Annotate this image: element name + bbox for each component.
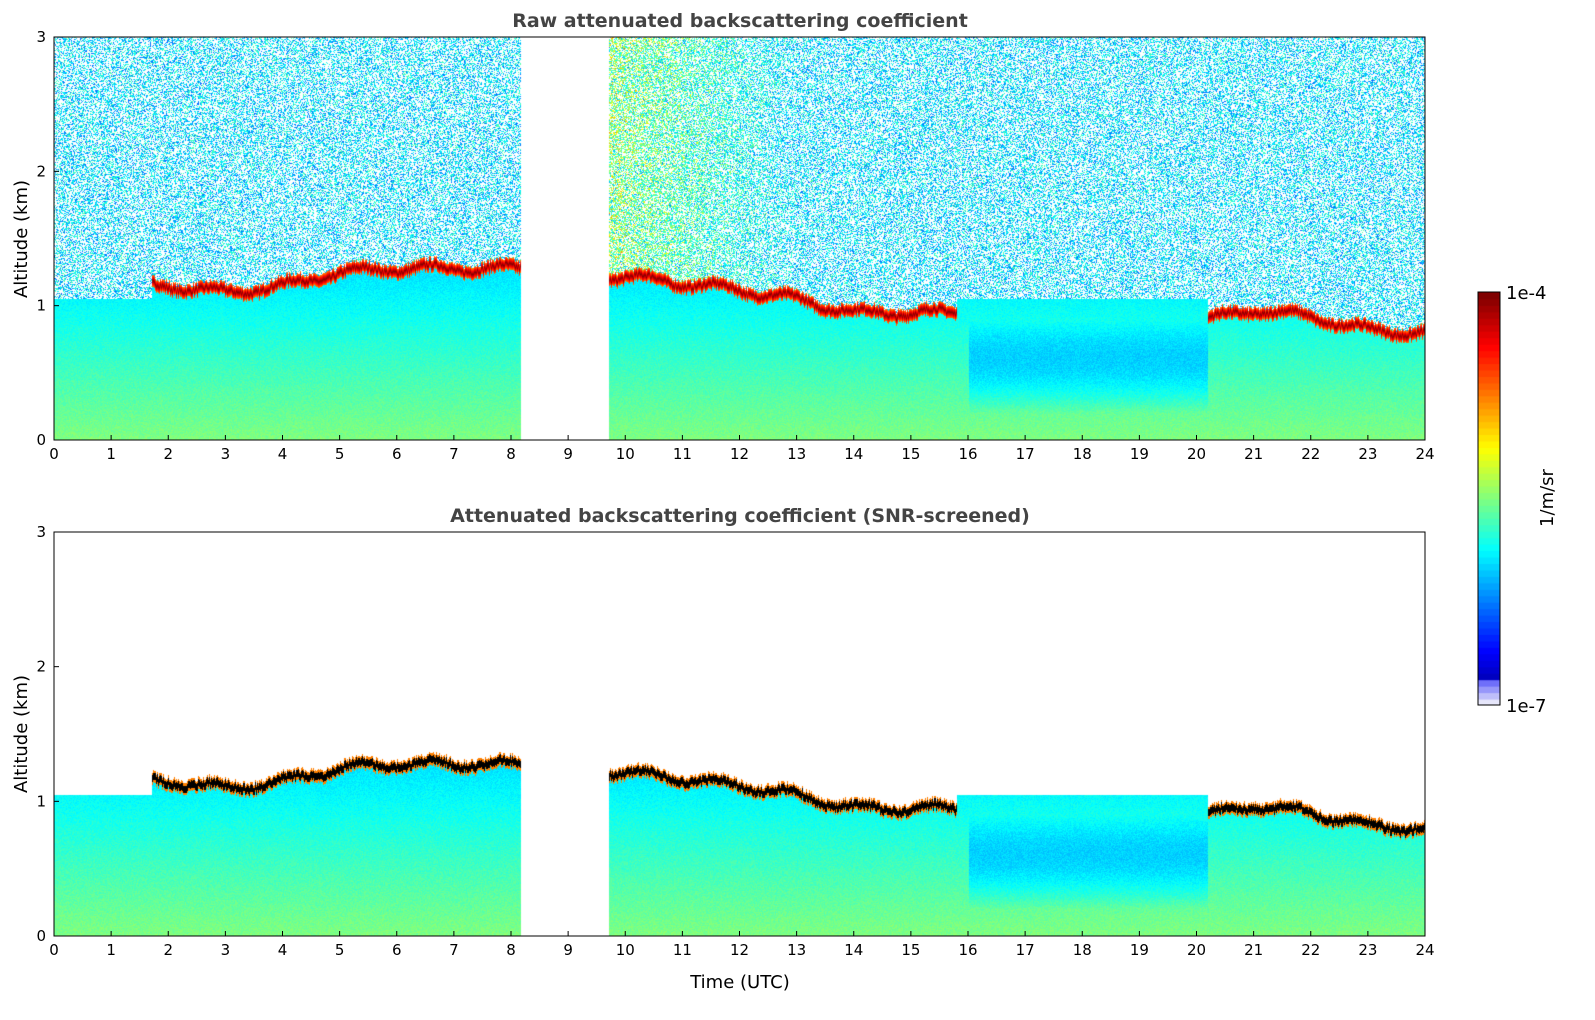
screened-backscatter-heatmap bbox=[54, 532, 1425, 936]
x-tick-label: 19 bbox=[1130, 941, 1149, 959]
plot-frame bbox=[53, 36, 1426, 441]
colorbar bbox=[1478, 292, 1500, 705]
x-axis-label: Time (UTC) bbox=[689, 972, 790, 993]
y-tick-label: 0 bbox=[36, 927, 46, 945]
x-tick-label: 8 bbox=[506, 445, 516, 463]
x-tick-label: 1 bbox=[106, 941, 116, 959]
x-tick-label: 2 bbox=[163, 941, 173, 959]
x-tick-label: 24 bbox=[1415, 445, 1434, 463]
x-tick-label: 5 bbox=[335, 445, 345, 463]
x-tick-label: 13 bbox=[787, 445, 806, 463]
y-tick-label: 1 bbox=[36, 792, 46, 810]
y-tick-label: 2 bbox=[36, 162, 46, 180]
x-tick-label: 3 bbox=[221, 941, 231, 959]
x-tick-label: 3 bbox=[221, 445, 231, 463]
x-tick-label: 0 bbox=[49, 941, 59, 959]
x-tick-label: 5 bbox=[335, 941, 345, 959]
x-tick-label: 4 bbox=[278, 445, 288, 463]
colorbar-min-label: 1e-7 bbox=[1506, 696, 1546, 717]
x-tick-label: 6 bbox=[392, 445, 402, 463]
x-tick-label: 7 bbox=[449, 445, 459, 463]
x-tick-label: 19 bbox=[1130, 445, 1149, 463]
x-tick-label: 11 bbox=[673, 941, 692, 959]
x-tick-label: 10 bbox=[616, 445, 635, 463]
x-tick-label: 17 bbox=[1016, 941, 1035, 959]
x-tick-label: 8 bbox=[506, 941, 516, 959]
top-y-axis-label: Altitude (km) bbox=[11, 180, 32, 298]
plot-frame bbox=[53, 531, 1426, 937]
top-panel-title: Raw attenuated backscattering coefficien… bbox=[512, 10, 968, 32]
x-tick-label: 21 bbox=[1244, 445, 1263, 463]
x-tick-label: 1 bbox=[106, 445, 116, 463]
x-tick-label: 18 bbox=[1073, 941, 1092, 959]
x-tick-label: 10 bbox=[616, 941, 635, 959]
x-tick-label: 13 bbox=[787, 941, 806, 959]
x-tick-label: 6 bbox=[392, 941, 402, 959]
x-tick-label: 15 bbox=[901, 445, 920, 463]
x-tick-label: 15 bbox=[901, 941, 920, 959]
x-tick-label: 0 bbox=[49, 445, 59, 463]
x-tick-label: 17 bbox=[1016, 445, 1035, 463]
x-tick-label: 7 bbox=[449, 941, 459, 959]
x-tick-label: 2 bbox=[163, 445, 173, 463]
x-tick-label: 24 bbox=[1415, 941, 1434, 959]
y-tick-label: 0 bbox=[36, 431, 46, 449]
x-tick-label: 16 bbox=[958, 941, 977, 959]
colorbar-frame bbox=[1477, 291, 1501, 706]
x-tick-label: 12 bbox=[730, 445, 749, 463]
x-tick-label: 20 bbox=[1187, 941, 1206, 959]
bottom-y-axis-label: Altitude (km) bbox=[11, 675, 32, 793]
x-tick-label: 4 bbox=[278, 941, 288, 959]
x-tick-label: 16 bbox=[958, 445, 977, 463]
y-tick-label: 3 bbox=[36, 28, 46, 46]
x-tick-label: 11 bbox=[673, 445, 692, 463]
x-tick-label: 18 bbox=[1073, 445, 1092, 463]
x-tick-label: 12 bbox=[730, 941, 749, 959]
x-tick-label: 14 bbox=[844, 445, 863, 463]
x-tick-label: 23 bbox=[1358, 445, 1377, 463]
y-tick-label: 3 bbox=[36, 523, 46, 541]
bottom-panel-title: Attenuated backscattering coefficient (S… bbox=[450, 505, 1030, 527]
raw-backscatter-heatmap bbox=[54, 37, 1425, 440]
x-tick-label: 9 bbox=[563, 941, 573, 959]
x-tick-label: 14 bbox=[844, 941, 863, 959]
x-tick-label: 21 bbox=[1244, 941, 1263, 959]
x-tick-label: 22 bbox=[1301, 445, 1320, 463]
x-tick-label: 20 bbox=[1187, 445, 1206, 463]
colorbar-max-label: 1e-4 bbox=[1506, 283, 1546, 304]
colorbar-label: 1/m/sr bbox=[1537, 468, 1558, 526]
x-tick-label: 23 bbox=[1358, 941, 1377, 959]
y-tick-label: 2 bbox=[36, 658, 46, 676]
x-tick-label: 22 bbox=[1301, 941, 1320, 959]
x-tick-label: 9 bbox=[563, 445, 573, 463]
y-tick-label: 1 bbox=[36, 297, 46, 315]
